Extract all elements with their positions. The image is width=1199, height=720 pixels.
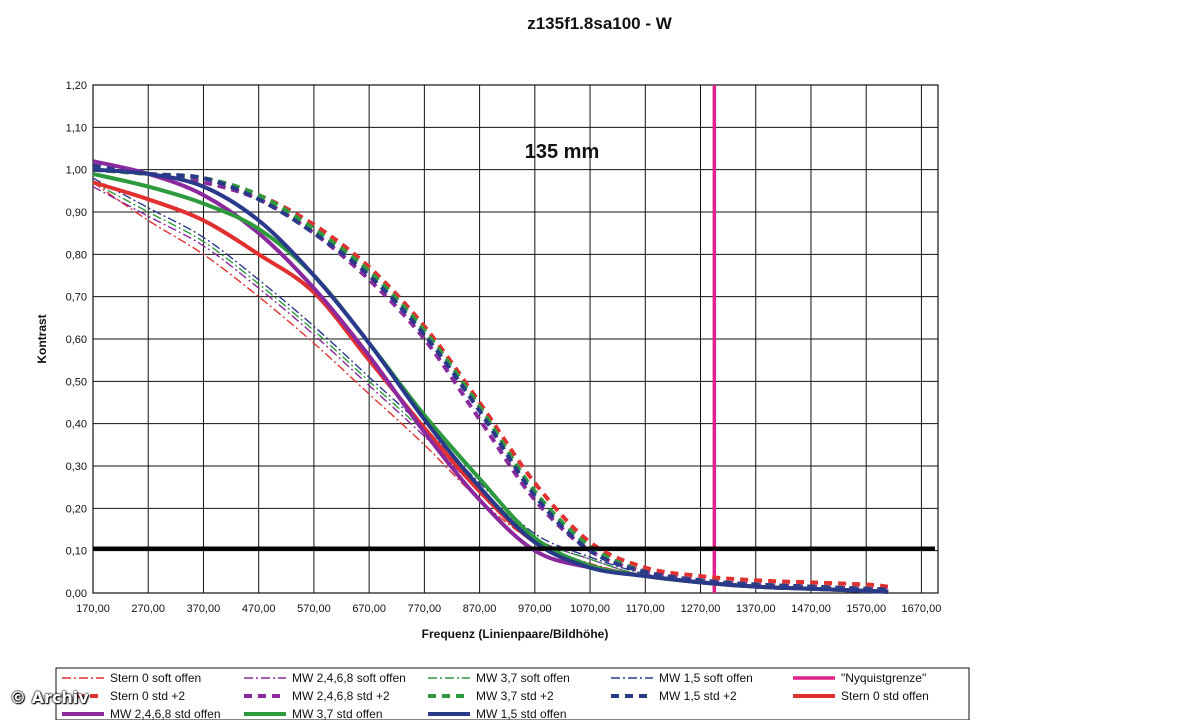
x-tick-label: 1270,00 (681, 603, 721, 615)
x-tick-label: 1170,00 (626, 603, 665, 615)
series-mw-2-4-6-8-soft-offen (92, 185, 889, 593)
grid-lines (92, 84, 939, 594)
y-tick-label: 0,00 (66, 588, 87, 600)
y-tick-label: 0,80 (66, 249, 87, 261)
series-mw-3-7-std-offen (92, 171, 889, 594)
x-tick-label: 970,00 (518, 603, 552, 615)
y-tick-label: 0,50 (66, 376, 87, 388)
y-tick-label: 0,90 (66, 207, 87, 219)
x-tick-label: 570,00 (297, 603, 331, 615)
series-mw-1-5-std-2 (92, 163, 889, 592)
legend: Stern 0 soft offen MW 2,4,6,8 soft offen M… (55, 667, 970, 720)
x-tick-label: 670,00 (352, 603, 386, 615)
x-tick-label: 870,00 (463, 603, 497, 615)
watermark: © Archiv (10, 688, 89, 707)
x-tick-label: 170,00 (76, 603, 110, 615)
legend-label: "Nyquistgrenze" (841, 671, 926, 685)
chart-title: z135f1.8sa100 - W (527, 14, 672, 33)
series-stern-0-std-2 (92, 167, 889, 589)
x-axis-label: Frequenz (Linienpaare/Bildhöhe) (422, 627, 609, 641)
y-tick-label: 0,20 (66, 503, 87, 515)
legend-label: MW 1,5 std offen (476, 707, 567, 720)
legend-label: Stern 0 std offen (841, 689, 929, 703)
x-tick-label: 770,00 (408, 603, 442, 615)
axes: 170,00 270,00 370,00 470,00 570,00 670,00 770,… (66, 80, 942, 615)
series-lines (92, 85, 935, 594)
y-tick-label: 0,30 (66, 461, 87, 473)
y-tick-label: 1,00 (66, 165, 87, 177)
legend-label: MW 3,7 soft offen (476, 671, 570, 685)
legend-label: MW 3,7 std offen (292, 707, 383, 720)
annotation-135mm: 135 mm (525, 141, 600, 163)
y-tick-label: 1,10 (66, 122, 87, 134)
y-tick-label: 0,10 (66, 546, 87, 558)
y-tick-label: 1,20 (66, 80, 87, 92)
y-tick-label: 0,60 (66, 334, 87, 346)
x-tick-label: 470,00 (242, 603, 276, 615)
y-tick-label: 0,70 (66, 292, 87, 304)
x-tick-label: 1670,00 (902, 603, 942, 615)
y-tick-label: 0,40 (66, 419, 87, 431)
x-tick-label: 1370,00 (736, 603, 776, 615)
legend-label: MW 2,4,6,8 std offen (110, 707, 221, 720)
legend-label: MW 1,5 std +2 (659, 689, 737, 703)
x-tick-label: 1570,00 (846, 603, 886, 615)
legend-label: Stern 0 soft offen (110, 671, 201, 685)
series-mw-3-7-std-2 (92, 167, 889, 592)
legend-label: Stern 0 std +2 (110, 689, 185, 703)
series-mw-1-5-soft-offen (92, 177, 889, 593)
legend-label: MW 3,7 std +2 (476, 689, 554, 703)
y-axis-label: Kontrast (35, 314, 49, 363)
series-mw-1-5-std-offen (92, 167, 889, 594)
x-tick-label: 270,00 (131, 603, 165, 615)
legend-label: MW 2,4,6,8 std +2 (292, 689, 390, 703)
x-tick-label: 370,00 (187, 603, 221, 615)
legend-label: MW 1,5 soft offen (659, 671, 753, 685)
x-tick-label: 1070,00 (570, 603, 610, 615)
x-tick-label: 1470,00 (791, 603, 831, 615)
legend-label: MW 2,4,6,8 soft offen (292, 671, 406, 685)
series-mw-2-4-6-8-std-2 (92, 167, 889, 592)
